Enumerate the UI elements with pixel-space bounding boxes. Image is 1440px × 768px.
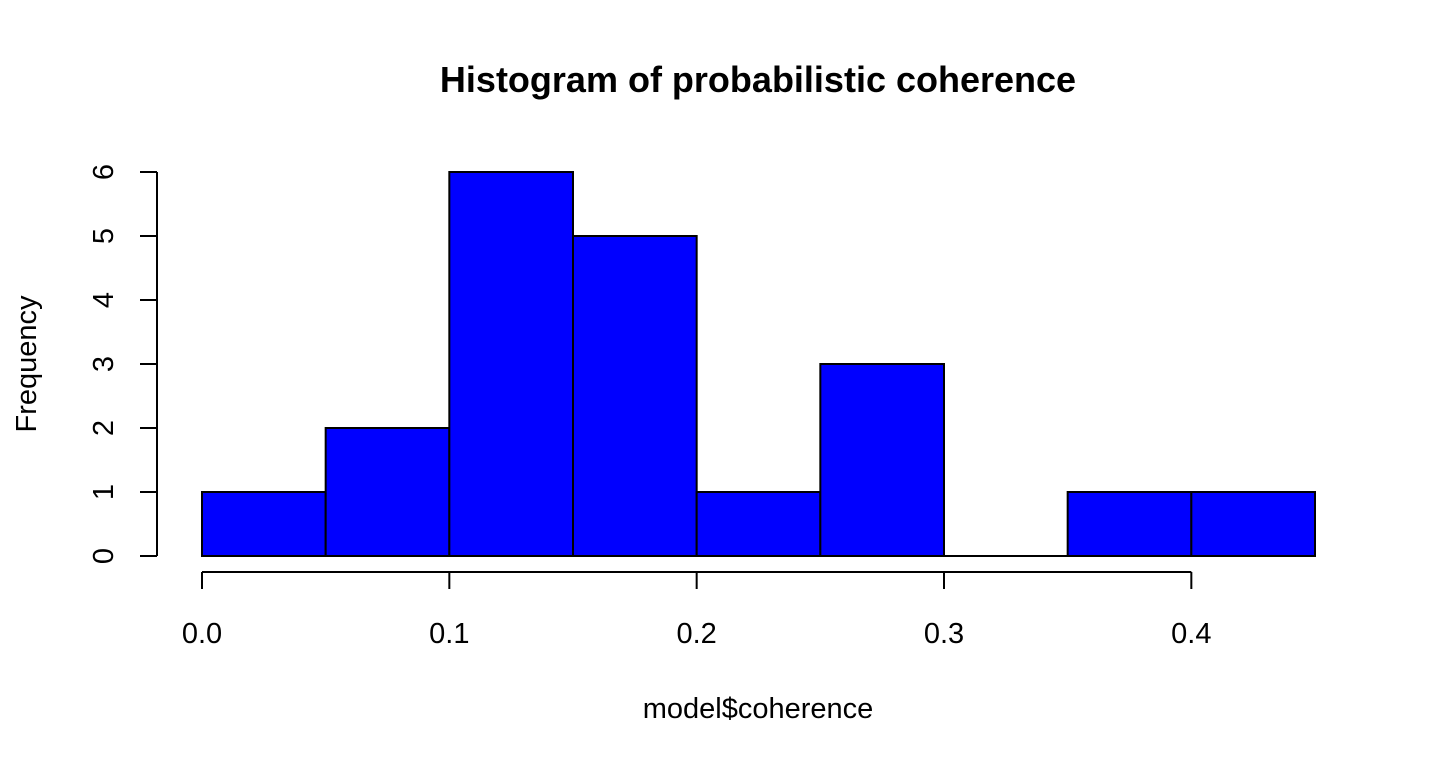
y-tick-label: 0 — [88, 548, 120, 564]
y-tick-label: 5 — [88, 228, 120, 244]
histogram-bar — [324, 427, 451, 557]
x-tick-label: 0.2 — [677, 618, 717, 650]
x-tick-label: 0.0 — [182, 618, 222, 650]
x-tick-label: 0.4 — [1171, 618, 1211, 650]
histogram-bar — [572, 235, 698, 557]
y-tick-label: 4 — [88, 292, 120, 308]
chart-title: Histogram of probabilistic coherence — [440, 59, 1076, 100]
x-axis-label: model$coherence — [643, 693, 874, 725]
x-tick-label: 0.3 — [924, 618, 964, 650]
y-axis: 0 1 2 3 4 5 6 — [88, 164, 158, 564]
x-tick-label: 0.1 — [429, 618, 469, 650]
histogram-bar — [695, 491, 822, 557]
histogram-bar — [448, 171, 575, 557]
histogram-bar — [1190, 491, 1317, 557]
y-tick-label: 1 — [88, 484, 120, 500]
histogram-bar — [201, 491, 327, 557]
y-tick-label: 2 — [88, 420, 120, 436]
x-axis: 0.0 0.1 0.2 0.3 0.4 — [182, 571, 1211, 650]
histogram-bar — [1066, 491, 1193, 557]
bars-group — [201, 171, 1317, 557]
y-tick-label: 3 — [88, 356, 120, 372]
histogram-bar — [819, 363, 945, 557]
y-axis-label: Frequency — [11, 295, 43, 433]
y-tick-label: 6 — [88, 164, 120, 180]
